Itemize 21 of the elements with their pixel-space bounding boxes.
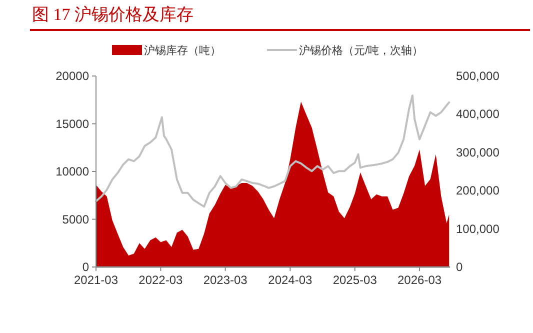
chart-title: 图 17 沪锡价格及库存 [32,5,194,24]
line-series [95,94,450,208]
legend-label: 沪锡库存（吨） [144,44,221,57]
y2-tick-label: 500,000 [456,69,500,83]
y2-tick-label: 200,000 [456,184,500,198]
y-tick-label: 5000 [62,212,90,226]
x-tick-label: 2022-03 [138,273,184,287]
x-tick-label: 2026-03 [398,273,442,287]
y2-tick-label: 0 [456,260,463,274]
y-tick-label: 10000 [56,164,90,178]
x-tick-label: 2025-03 [332,273,378,287]
y2-tick-label: 400,000 [456,107,500,122]
y-tick-label: 20000 [56,69,90,83]
legend-label: 沪锡价格（元/吨，次轴） [299,44,424,57]
y-tick-label: 0 [82,260,90,274]
y2-tick-label: 300,000 [456,145,500,160]
y2-tick-label: 100,000 [456,222,500,236]
x-tick-label: 2024-03 [268,273,313,287]
x-tick-label: 2021-03 [74,273,118,287]
y-tick-label: 15000 [56,116,90,131]
x-tick-label: 2023-03 [203,273,248,287]
